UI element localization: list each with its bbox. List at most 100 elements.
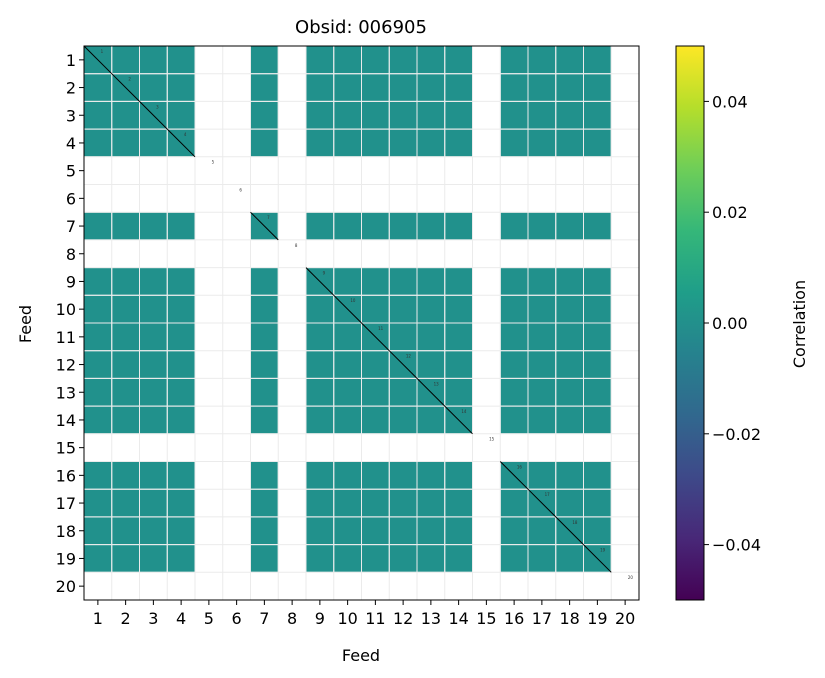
heatmap-cell [389,406,417,434]
heatmap-cell [112,268,139,295]
diagonal-value-label: 7 [267,215,270,220]
heatmap-cell [556,462,583,489]
diagonal-segment [527,488,557,518]
heatmap-cell [112,101,139,129]
diagonal-segment [83,45,113,75]
heatmap-cell [167,378,195,406]
heatmap-cell [306,129,334,157]
heatmap-cell [362,129,389,157]
y-tick-label: 5 [66,162,76,181]
heatmap-cell [528,351,556,378]
heatmap-cell [140,351,167,378]
heatmap-cell [528,323,556,351]
x-tick-label: 7 [259,609,269,628]
heatmap-cell [556,129,583,157]
heatmap-cell [84,323,112,351]
heatmap-cell [84,462,112,489]
heatmap-cell [584,517,611,545]
heatmap-cell [584,351,611,378]
heatmap-cell [167,406,195,434]
heatmap-cell [362,74,389,101]
heatmap-cell [306,74,334,101]
heatmap-cell [556,212,583,240]
heatmap-cell [389,489,417,517]
heatmap-cell [528,129,556,157]
heatmap-cell [445,101,472,129]
diagonal-segment [111,73,140,102]
x-tick-label: 3 [148,609,158,628]
heatmap-cell [84,489,112,517]
heatmap-cell [334,101,361,129]
diagonal-value-label: 5 [212,160,215,165]
heatmap-cell [167,517,195,545]
heatmap-cell [362,462,389,489]
heatmap-cell [556,351,583,378]
colorbar-tick-label: −0.02 [712,425,761,444]
heatmap-cell [389,74,417,101]
heatmap-cell [140,129,167,157]
y-tick-label: 13 [56,383,76,402]
x-axis-ticks: 1 2 3 4 5 6 7 8 9 10 11 12 13 14 15 16 17 18 19 20 [93,600,635,628]
heatmap-cell [500,489,528,517]
y-tick-label: 7 [66,217,76,236]
heatmap-cell [362,545,389,572]
heatmap-cell [362,268,389,295]
heatmap-cell [500,74,528,101]
diagonal-value-label: 4 [184,132,187,137]
heatmap-cell [556,378,583,406]
heatmap-cell [112,212,139,240]
heatmap-cell [84,406,112,434]
diagonal-value-label: 11 [378,326,384,331]
diagonal-value-label: 10 [350,298,356,303]
heatmap-cell [306,406,334,434]
heatmap-cell [140,517,167,545]
heatmap-cell [140,545,167,572]
heatmap-cell [112,406,139,434]
heatmap-cell [389,268,417,295]
y-tick-label: 16 [56,466,76,485]
heatmap-cell [528,212,556,240]
x-tick-label: 20 [615,609,635,628]
diagonal-segment [166,128,196,158]
heatmap-cell [140,74,167,101]
heatmap-cell [528,74,556,101]
colorbar-ticks: 0.04 0.02 0.00 −0.02 −0.04 [704,92,761,555]
heatmap-cell [251,545,278,572]
heatmap-cell [417,46,445,74]
heatmap-cell [584,74,611,101]
heatmap-cell [112,545,139,572]
heatmap-cell [362,406,389,434]
heatmap-cell [334,46,361,74]
heatmap-cell [500,351,528,378]
heatmap-cell [500,46,528,74]
heatmap-cell [251,323,278,351]
diagonal-segment [499,461,529,490]
heatmap-cell [362,212,389,240]
heatmap-cell [445,378,472,406]
colorbar-tick-label: 0.04 [712,92,748,111]
diagonal-value-label: 14 [461,409,467,414]
heatmap-cell [167,351,195,378]
heatmap-cell [445,545,472,572]
heatmap-cell [556,101,583,129]
diagonal-segment [444,405,473,435]
heatmap-cell [306,295,334,323]
heatmap-cell [584,462,611,489]
y-tick-label: 10 [56,300,76,319]
heatmap-cell [389,378,417,406]
heatmap-cell [334,351,361,378]
y-tick-label: 2 [66,79,76,98]
heatmap-cell [556,295,583,323]
diagonal-segment [333,294,362,324]
heatmap-cell [112,462,139,489]
heatmap-cell [84,351,112,378]
heatmap-cell [306,101,334,129]
x-tick-label: 9 [315,609,325,628]
heatmap-cell [251,268,278,295]
heatmap-cell [389,545,417,572]
heatmap-cell [584,378,611,406]
x-tick-label: 16 [504,609,524,628]
heatmap-cell [306,545,334,572]
heatmap-cell [362,489,389,517]
x-tick-label: 4 [176,609,186,628]
